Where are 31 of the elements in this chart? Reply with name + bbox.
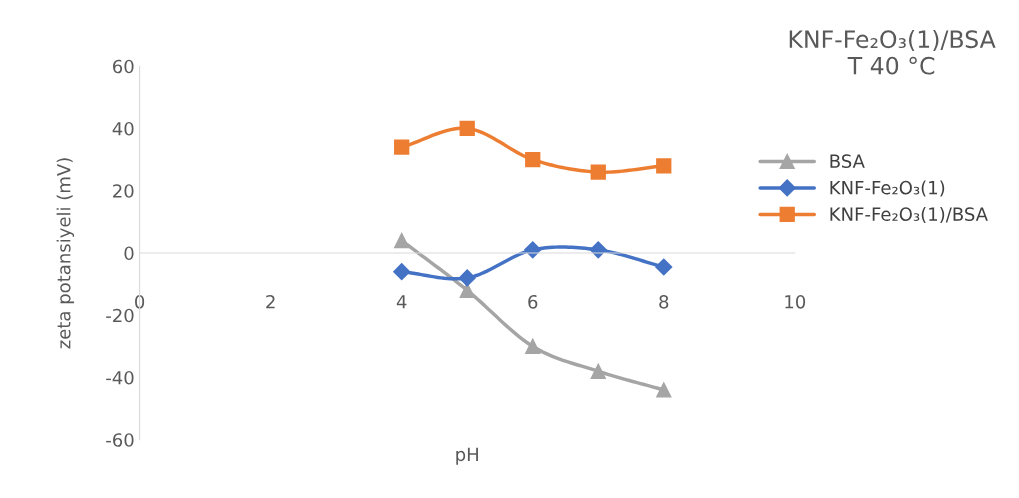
point xyxy=(394,232,410,249)
y-tick-label: 60 xyxy=(113,59,134,74)
point xyxy=(590,363,606,379)
point xyxy=(656,382,672,398)
x-tick-label: 8 xyxy=(659,294,669,309)
point xyxy=(590,164,606,180)
point xyxy=(655,258,673,276)
y-tick-label: 40 xyxy=(112,121,134,136)
legend-label: KNF-Fe₂O₃(1) xyxy=(830,180,945,197)
text: KNF-Fe₂O₃(1)/BSA T 40 °C xyxy=(789,29,996,75)
point xyxy=(525,151,541,168)
y-tick-label: -20 xyxy=(106,308,134,323)
x-tick-label: 0 xyxy=(135,294,145,309)
x-tick-label: 2 xyxy=(266,294,275,309)
x-tick-label: 6 xyxy=(528,294,538,309)
y-tick-label: 0 xyxy=(124,246,134,261)
point xyxy=(394,139,410,155)
y-axis-title: zeta potansiyeli (mV) xyxy=(56,158,75,349)
point xyxy=(459,120,475,137)
point xyxy=(393,263,411,281)
x-tick-label: 4 xyxy=(396,295,407,309)
legend-label: BSA xyxy=(830,154,865,168)
point xyxy=(656,158,672,174)
x-tick-label: 10 xyxy=(785,294,806,309)
legend-label: KNF-Fe₂O₃(1)/BSA xyxy=(830,207,988,224)
point xyxy=(458,269,476,287)
x-axis-title: pH xyxy=(456,447,478,465)
y-tick-label: -60 xyxy=(106,433,134,447)
y-tick-label: 20 xyxy=(113,184,134,198)
y-tick-label: -40 xyxy=(106,370,134,385)
point xyxy=(525,338,541,354)
